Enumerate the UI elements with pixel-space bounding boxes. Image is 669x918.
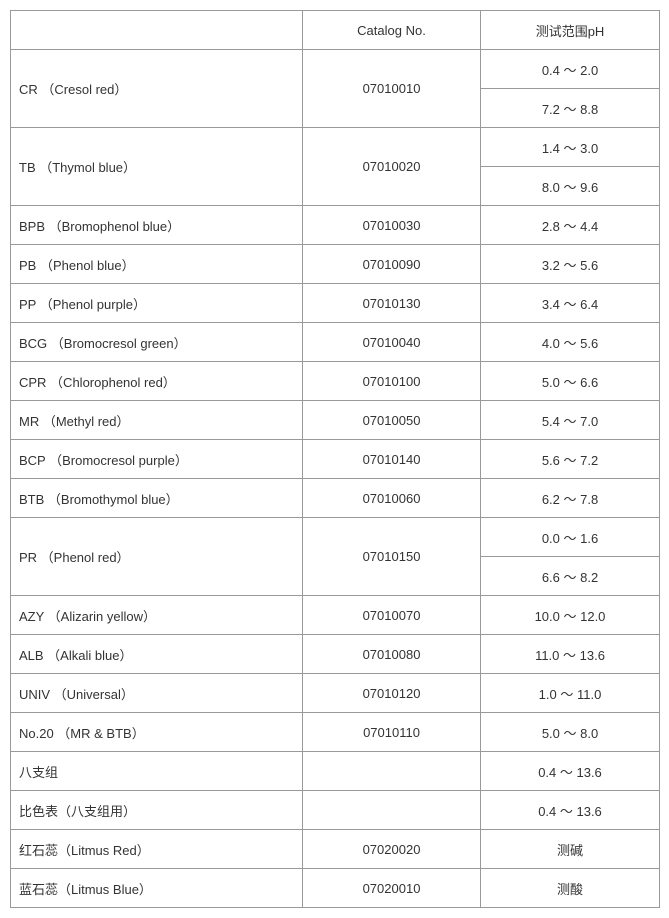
table-row: 蓝石蕊（Litmus Blue）07020010测酸 [11,869,660,908]
cell-name: PB （Phenol blue） [11,245,303,284]
table-header-row: Catalog No. 测试范围pH [11,11,660,50]
cell-range: 测酸 [481,869,660,908]
cell-name: TB （Thymol blue） [11,128,303,206]
cell-name: BCG （Bromocresol green） [11,323,303,362]
cell-name: UNIV （Universal） [11,674,303,713]
cell-range: 2.8 ～ 4.4 [481,206,660,245]
cell-range: 6.6 ～ 8.2 [481,557,660,596]
cell-name: 蓝石蕊（Litmus Blue） [11,869,303,908]
cell-catalog: 07010020 [303,128,481,206]
table-row: BCG （Bromocresol green）070100404.0 ～ 5.6 [11,323,660,362]
cell-range: 0.0 ～ 1.6 [481,518,660,557]
table-row: MR （Methyl red）070100505.4 ～ 7.0 [11,401,660,440]
cell-catalog: 07010070 [303,596,481,635]
cell-catalog: 07010120 [303,674,481,713]
cell-catalog: 07020020 [303,830,481,869]
cell-catalog: 07010060 [303,479,481,518]
table-row: No.20 （MR & BTB）070101105.0 ～ 8.0 [11,713,660,752]
header-name [11,11,303,50]
cell-range: 1.4 ～ 3.0 [481,128,660,167]
cell-name: CPR （Chlorophenol red） [11,362,303,401]
cell-range: 3.2 ～ 5.6 [481,245,660,284]
cell-name: CR （Cresol red） [11,50,303,128]
cell-range: 5.4 ～ 7.0 [481,401,660,440]
cell-catalog: 07010080 [303,635,481,674]
cell-name: No.20 （MR & BTB） [11,713,303,752]
cell-catalog [303,791,481,830]
cell-name: BCP （Bromocresol purple） [11,440,303,479]
ph-indicator-table: Catalog No. 测试范围pH CR （Cresol red）070100… [10,10,660,908]
cell-catalog: 07010110 [303,713,481,752]
cell-range: 3.4 ～ 6.4 [481,284,660,323]
cell-name: AZY （Alizarin yellow） [11,596,303,635]
table-row: BCP （Bromocresol purple）070101405.6 ～ 7.… [11,440,660,479]
table-row: PB （Phenol blue）070100903.2 ～ 5.6 [11,245,660,284]
cell-range: 8.0 ～ 9.6 [481,167,660,206]
table-row: AZY （Alizarin yellow）0701007010.0 ～ 12.0 [11,596,660,635]
cell-name: MR （Methyl red） [11,401,303,440]
header-catalog: Catalog No. [303,11,481,50]
cell-name: 红石蕊（Litmus Red） [11,830,303,869]
table-row: CPR （Chlorophenol red）070101005.0 ～ 6.6 [11,362,660,401]
cell-range: 7.2 ～ 8.8 [481,89,660,128]
cell-name: PP （Phenol purple） [11,284,303,323]
cell-range: 5.0 ～ 8.0 [481,713,660,752]
cell-catalog: 07010100 [303,362,481,401]
cell-range: 0.4 ～ 13.6 [481,791,660,830]
cell-range: 测碱 [481,830,660,869]
cell-catalog: 07010030 [303,206,481,245]
cell-range: 10.0 ～ 12.0 [481,596,660,635]
header-range: 测试范围pH [481,11,660,50]
cell-catalog: 07010140 [303,440,481,479]
cell-range: 5.0 ～ 6.6 [481,362,660,401]
table-row: TB （Thymol blue）070100201.4 ～ 3.0 [11,128,660,167]
cell-catalog: 07010130 [303,284,481,323]
table-row: PP （Phenol purple）070101303.4 ～ 6.4 [11,284,660,323]
cell-catalog: 07010050 [303,401,481,440]
table-row: ALB （Alkali blue）0701008011.0 ～ 13.6 [11,635,660,674]
cell-range: 11.0 ～ 13.6 [481,635,660,674]
cell-range: 5.6 ～ 7.2 [481,440,660,479]
table-row: UNIV （Universal）070101201.0 ～ 11.0 [11,674,660,713]
table-row: 八支组 0.4 ～ 13.6 [11,752,660,791]
cell-name: 八支组 [11,752,303,791]
cell-range: 0.4 ～ 2.0 [481,50,660,89]
table-row: BTB （Bromothymol blue）070100606.2 ～ 7.8 [11,479,660,518]
cell-catalog: 07010040 [303,323,481,362]
cell-catalog: 07010150 [303,518,481,596]
cell-name: ALB （Alkali blue） [11,635,303,674]
table-row: CR （Cresol red）070100100.4 ～ 2.0 [11,50,660,89]
cell-range: 1.0 ～ 11.0 [481,674,660,713]
cell-catalog: 07020010 [303,869,481,908]
cell-name: PR （Phenol red） [11,518,303,596]
cell-name: 比色表（八支组用） [11,791,303,830]
table-row: PR （Phenol red）070101500.0 ～ 1.6 [11,518,660,557]
cell-catalog: 07010010 [303,50,481,128]
cell-range: 4.0 ～ 5.6 [481,323,660,362]
cell-catalog [303,752,481,791]
table-row: BPB （Bromophenol blue）070100302.8 ～ 4.4 [11,206,660,245]
table-row: 红石蕊（Litmus Red）07020020测碱 [11,830,660,869]
cell-catalog: 07010090 [303,245,481,284]
cell-range: 6.2 ～ 7.8 [481,479,660,518]
table-row: 比色表（八支组用） 0.4 ～ 13.6 [11,791,660,830]
cell-name: BTB （Bromothymol blue） [11,479,303,518]
cell-range: 0.4 ～ 13.6 [481,752,660,791]
cell-name: BPB （Bromophenol blue） [11,206,303,245]
